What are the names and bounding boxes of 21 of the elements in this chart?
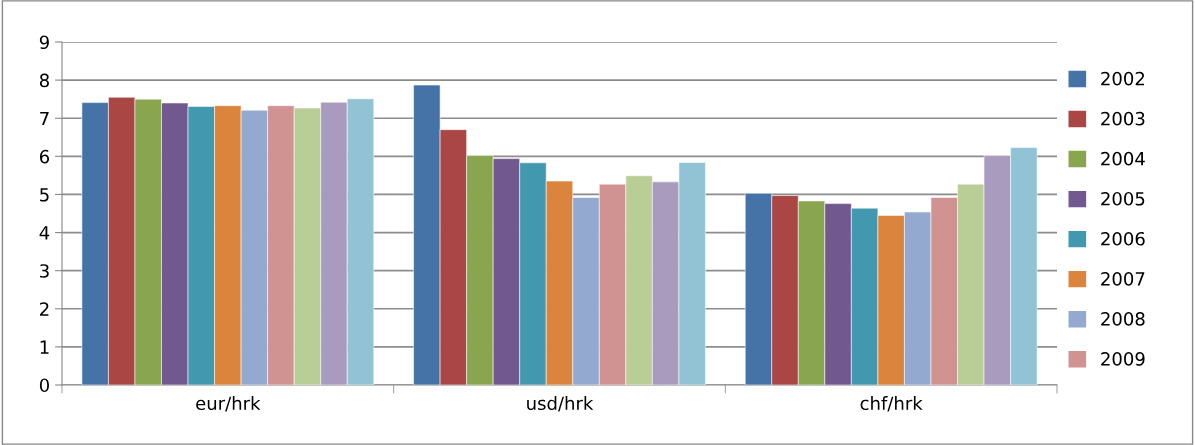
y-tick-label: 8 <box>39 73 49 88</box>
legend-label: 2007 <box>1101 272 1145 286</box>
y-tick-label: 9 <box>39 35 49 50</box>
legend-label: 2008 <box>1101 312 1145 326</box>
legend-label: 2009 <box>1101 352 1145 366</box>
y-tick-label: 1 <box>40 340 49 354</box>
legend-label: 2004 <box>1101 151 1145 166</box>
y-tick-label: 7 <box>40 111 49 126</box>
x-tick-label: usd/hrk <box>527 396 594 412</box>
x-tick-label: eur/hrk <box>196 396 261 412</box>
legend-label: 2003 <box>1101 111 1145 126</box>
y-tick-label: 3 <box>40 264 49 278</box>
legend-label: 2006 <box>1101 231 1145 246</box>
y-tick-label: 0 <box>39 378 49 393</box>
y-tick-label: 5 <box>40 188 49 202</box>
y-tick-label: 2 <box>40 302 49 316</box>
legend-label: 2005 <box>1101 191 1145 206</box>
legend-label: 2002 <box>1101 71 1145 86</box>
x-tick-label: chf/hrk <box>860 396 923 412</box>
y-tick-label: 4 <box>39 226 50 240</box>
y-tick-label: 6 <box>39 149 50 164</box>
